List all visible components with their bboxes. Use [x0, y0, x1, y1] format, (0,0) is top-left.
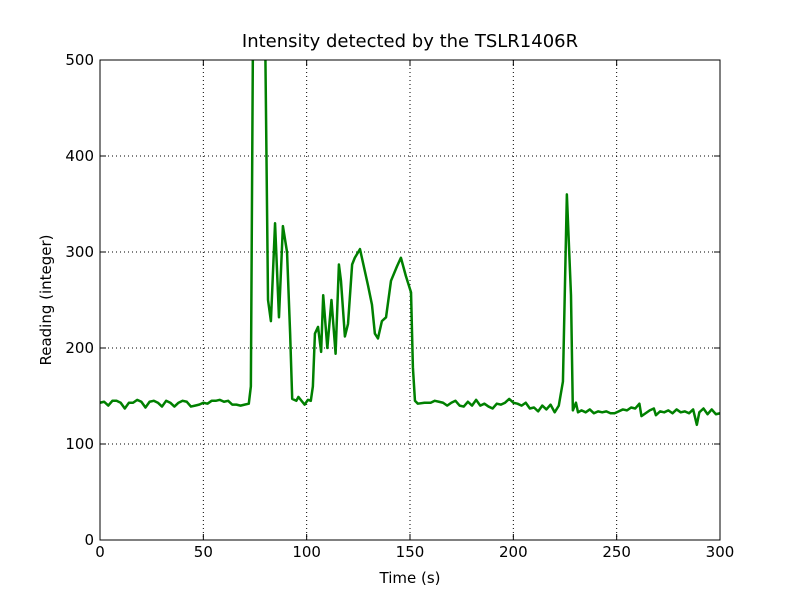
y-axis-label: Reading (integer) [37, 234, 55, 365]
ticks: 0 50 100 150 200 250 300 0 100 200 300 400 500 [65, 51, 734, 561]
x-tick-label: 0 [95, 543, 105, 561]
x-tick-label: 150 [396, 543, 425, 561]
chart-title: Intensity detected by the TSLR1406R [242, 31, 578, 52]
x-tick-label: 300 [706, 543, 735, 561]
x-tick-label: 200 [499, 543, 528, 561]
x-tick-label: 250 [602, 543, 631, 561]
x-axis-label: Time (s) [379, 569, 441, 587]
data-line [100, 60, 720, 427]
plot-area [100, 60, 720, 427]
y-tick-label: 200 [65, 339, 94, 357]
x-tick-label: 50 [194, 543, 213, 561]
y-tick-label: 100 [65, 435, 94, 453]
y-tick-label: 300 [65, 243, 94, 261]
x-tick-label: 100 [292, 543, 321, 561]
y-tick-label: 400 [65, 147, 94, 165]
y-tick-label: 0 [84, 531, 94, 549]
y-tick-label: 500 [65, 51, 94, 69]
